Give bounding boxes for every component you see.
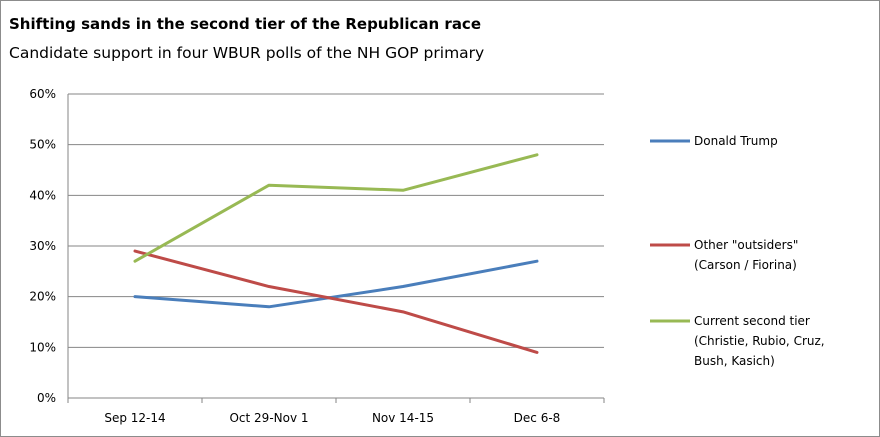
y-tick-label: 20% (29, 290, 56, 304)
legend-label: Current second tier (694, 314, 810, 328)
y-tick-label: 50% (29, 138, 56, 152)
legend-label: Bush, Kasich) (694, 354, 775, 368)
y-tick-label: 60% (29, 87, 56, 101)
x-tick-label: Sep 12-14 (104, 411, 165, 425)
y-tick-label: 10% (29, 340, 56, 354)
legend-label: Other "outsiders" (694, 238, 798, 252)
x-tick-label: Nov 14-15 (372, 411, 434, 425)
y-tick-label: 30% (29, 239, 56, 253)
legend-label: (Carson / Fiorina) (694, 258, 797, 272)
series-line (133, 249, 539, 354)
x-tick-label: Dec 6-8 (514, 411, 561, 425)
chart-subtitle: Candidate support in four WBUR polls of … (9, 44, 485, 62)
y-tick-label: 0% (37, 391, 56, 405)
y-tick-label: 40% (29, 188, 56, 202)
series-line (133, 259, 539, 309)
series-line (133, 153, 539, 263)
legend-label: Donald Trump (694, 134, 778, 148)
legend-label: (Christie, Rubio, Cruz, (694, 334, 825, 348)
chart-title: Shifting sands in the second tier of the… (9, 15, 482, 33)
x-tick-label: Oct 29-Nov 1 (229, 411, 308, 425)
